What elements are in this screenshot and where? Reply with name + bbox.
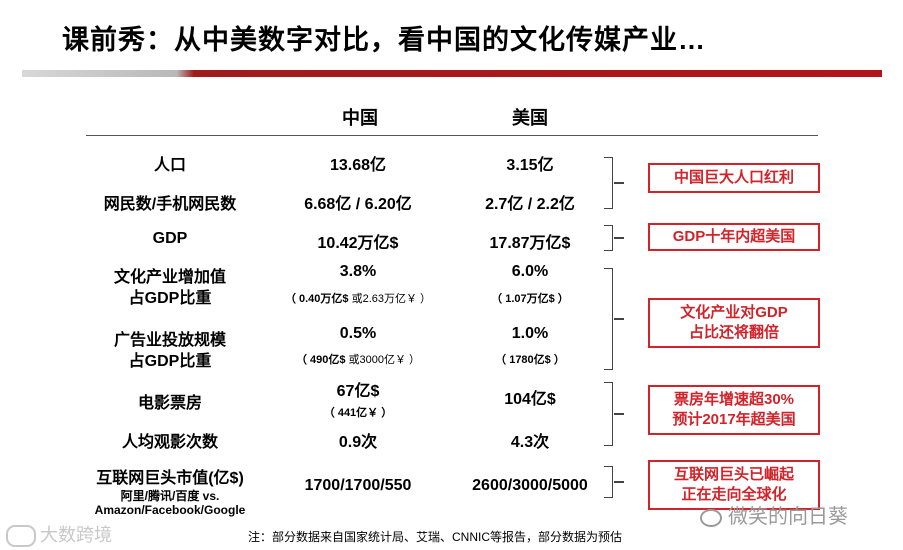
row-label-box-office: 电影票房: [137, 395, 202, 412]
callout-gdp: GDP十年内超美国: [648, 223, 820, 251]
callout-gdp-line1: GDP十年内超美国: [672, 228, 796, 245]
callout-internet-line1: 互联网巨头已崛起: [673, 466, 794, 483]
china-sub-culture-industry-usd: （ 0.40万亿$: [284, 293, 349, 305]
row-label-advertising-share: 占GDP比重: [128, 353, 212, 370]
bracket-internet: [604, 466, 624, 498]
usa-value-advertising: 1.0%: [511, 325, 549, 342]
usa-value-gdp: 17.87万亿$: [489, 235, 571, 252]
china-sub-culture-industry-rmb: 或2.63万亿￥ ）: [348, 293, 432, 305]
china-value-advertising: 0.5%: [339, 325, 377, 342]
callout-population-dividend: 中国巨大人口红利: [648, 163, 820, 193]
china-value-box-office: 67亿$: [336, 383, 380, 400]
callout-internet: 互联网巨头已崛起 正在走向全球化: [648, 460, 820, 510]
watermark-left: 大数跨境: [6, 521, 112, 548]
usa-value-culture-industry: 6.0%: [511, 263, 549, 280]
usa-sub-advertising: （ 1780亿$ ）: [495, 354, 565, 366]
footnote: 注：部分数据来自国家统计局、艾瑞、CNNIC等报告，部分数据为预估: [248, 530, 623, 544]
bracket-population: [604, 157, 624, 209]
china-sub-advertising-usd: （ 490亿$: [295, 354, 346, 366]
column-header-usa: 美国: [512, 108, 548, 128]
china-value-internet-giants: 1700/1700/550: [304, 477, 412, 494]
callout-population-line1: 中国巨大人口红利: [673, 169, 794, 186]
usa-value-box-office: 104亿$: [504, 391, 556, 408]
row-label-population: 人口: [153, 157, 186, 174]
watermark-right: 微笑的向日葵: [700, 500, 848, 529]
china-value-population: 13.68亿: [329, 157, 387, 174]
bracket-culture: [604, 268, 624, 370]
column-header-china: 中国: [342, 108, 378, 128]
usa-value-movie-visits: 4.3次: [510, 434, 550, 451]
china-sub-culture-industry: （ 0.40万亿$ 或2.63万亿￥ ）: [268, 290, 448, 306]
china-sub-advertising-rmb: 或3000亿￥ ）: [345, 354, 421, 366]
row-label-internet-giants: 互联网巨头市值(亿$): [96, 470, 244, 487]
row-label-internet-giants-us: Amazon/Facebook/Google: [94, 503, 246, 517]
title-divider-bar: [22, 70, 882, 77]
page-title: 课前秀：从中美数字对比，看中国的文化传媒产业…: [62, 25, 706, 55]
bracket-gdp: [604, 225, 624, 251]
header-divider: [86, 135, 818, 136]
watermark-logo-icon: [6, 525, 36, 548]
usa-value-population: 3.15亿: [506, 157, 554, 174]
callout-culture: 文化产业对GDP 占比还将翻倍: [648, 298, 820, 348]
row-label-advertising: 广告业投放规模: [113, 332, 226, 349]
row-label-internet-giants-cn: 阿里/腾讯/百度 vs.: [120, 489, 220, 503]
china-value-movie-visits: 0.9次: [338, 434, 378, 451]
row-label-gdp: GDP: [152, 230, 188, 247]
row-label-netizens: 网民数/手机网民数: [103, 196, 237, 213]
callout-box-office-line2: 预计2017年超美国: [672, 411, 796, 428]
callout-culture-line1: 文化产业对GDP: [680, 304, 788, 321]
bracket-movies: [604, 382, 624, 446]
china-sub-box-office: （ 441亿￥ ）: [323, 407, 393, 419]
usa-value-netizens: 2.7亿 / 2.2亿: [485, 196, 575, 213]
usa-value-internet-giants: 2600/3000/5000: [472, 477, 588, 494]
wechat-icon: [700, 508, 722, 527]
china-value-netizens: 6.68亿 / 6.20亿: [304, 196, 412, 213]
china-value-culture-industry: 3.8%: [339, 263, 377, 280]
callout-box-office-line1: 票房年增速超30%: [673, 391, 795, 408]
callout-culture-line2: 占比还将翻倍: [688, 324, 779, 341]
watermark-right-text: 微笑的向日葵: [728, 506, 848, 528]
usa-sub-culture-industry: （ 1.07万亿$ ）: [491, 293, 569, 305]
watermark-left-text: 大数跨境: [40, 525, 112, 545]
row-label-movie-visits: 人均观影次数: [121, 434, 218, 451]
row-label-culture-industry-share: 占GDP比重: [128, 290, 212, 307]
china-value-gdp: 10.42万亿$: [317, 235, 399, 252]
callout-internet-line2: 正在走向全球化: [681, 486, 787, 503]
row-label-culture-industry: 文化产业增加值: [113, 269, 226, 286]
china-sub-advertising: （ 490亿$ 或3000亿￥ ）: [268, 351, 448, 367]
callout-box-office: 票房年增速超30% 预计2017年超美国: [648, 385, 820, 435]
